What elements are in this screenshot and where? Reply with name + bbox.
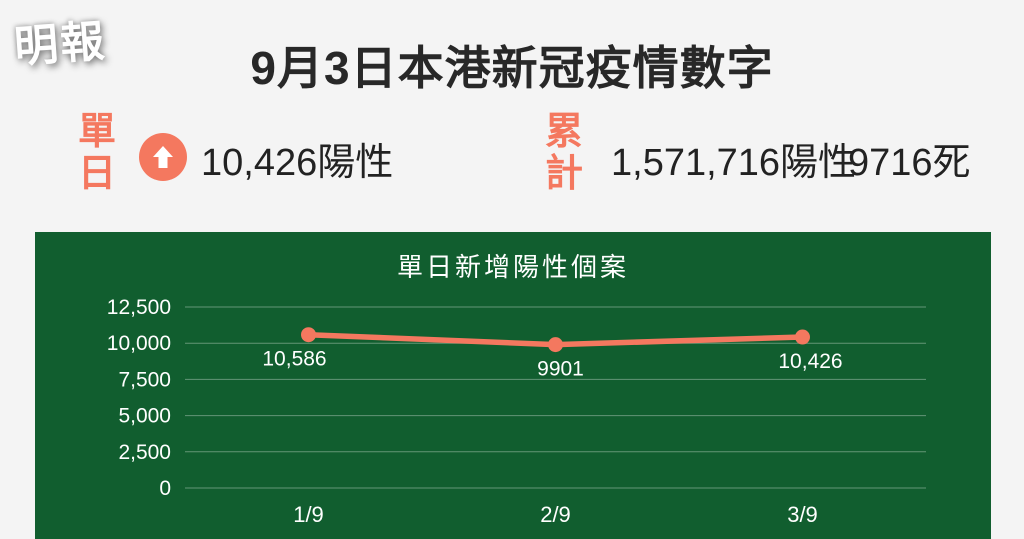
cumulative-deaths-value: 9716死: [848, 142, 971, 184]
svg-text:5,000: 5,000: [118, 405, 171, 428]
svg-text:9901: 9901: [537, 358, 584, 381]
svg-text:10,426: 10,426: [778, 350, 842, 373]
svg-text:0: 0: [159, 477, 171, 500]
svg-text:10,000: 10,000: [107, 332, 171, 355]
svg-text:3/9: 3/9: [787, 502, 818, 527]
svg-text:10,586: 10,586: [262, 348, 326, 371]
chart-panel: 單日新增陽性個案 12,500 10,000 7,500 5,000 2,500 0 10,…: [35, 232, 991, 539]
cumulative-positive-value: 1,571,716陽性: [611, 142, 857, 184]
cumulative-stat-label: 累計: [545, 111, 584, 195]
page-title: 9月3日本港新冠疫情數字: [250, 42, 774, 94]
daily-cases-line-chart: 12,500 10,000 7,500 5,000 2,500 0 10,586 9901 10…: [107, 296, 926, 527]
daily-stat-label: 單日: [78, 111, 117, 195]
svg-text:7,500: 7,500: [118, 368, 171, 391]
up-arrow-icon: [139, 133, 187, 181]
svg-text:2,500: 2,500: [118, 441, 171, 464]
svg-text:12,500: 12,500: [107, 296, 171, 319]
svg-text:1/9: 1/9: [293, 502, 324, 527]
svg-text:2/9: 2/9: [540, 502, 571, 527]
daily-positive-value: 10,426陽性: [201, 142, 394, 184]
chart-title: 單日新增陽性個案: [396, 252, 629, 282]
